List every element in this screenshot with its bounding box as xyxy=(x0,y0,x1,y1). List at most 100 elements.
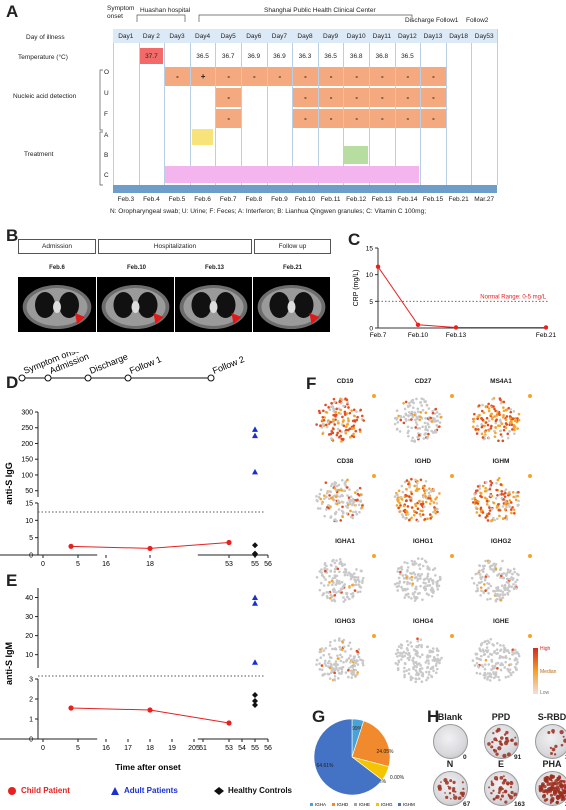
legend-child: Child Patient xyxy=(21,786,70,795)
panel-label-a: A xyxy=(6,2,19,21)
day-cell: Day 2 xyxy=(142,32,160,40)
date-cell: Feb.12 xyxy=(346,195,367,203)
test-result-cell: + xyxy=(190,67,216,86)
y-tick-label: 40 xyxy=(25,595,33,602)
pie-slice xyxy=(351,720,391,767)
legend-adult: Adult Patients xyxy=(124,786,178,795)
legend-label: IGHD xyxy=(337,802,349,807)
scale-high: High xyxy=(540,646,551,652)
follow1-label: Follow1 xyxy=(436,17,459,24)
lesion-arrow xyxy=(153,313,164,324)
y-tick-label: 2 xyxy=(29,697,33,704)
day-header-bg xyxy=(113,29,497,43)
day-cell: Day53 xyxy=(474,32,494,40)
grid-line xyxy=(394,29,396,185)
elispot-well xyxy=(433,771,468,806)
lesion-arrow xyxy=(309,313,320,324)
x-tick-label: 54 xyxy=(238,745,246,752)
timeline-label: Discharge xyxy=(88,352,129,376)
crp-point xyxy=(453,325,459,330)
control-point xyxy=(252,698,258,704)
y-tick-label: 20 xyxy=(25,633,33,640)
ct-scan-image xyxy=(175,277,252,332)
y-tick-label: 10 xyxy=(25,518,33,525)
well-label: Blank xyxy=(437,712,463,722)
y-axis-title: anti-S IgM xyxy=(4,642,14,685)
umap-plot xyxy=(471,634,532,682)
pie-data-label: 24.05% xyxy=(377,749,395,755)
y-tick-label: 100 xyxy=(21,472,33,479)
timeline-marker xyxy=(124,374,132,382)
row-a-label: A xyxy=(104,132,109,139)
day-cell: Day10 xyxy=(346,32,366,40)
row-f-label: F xyxy=(104,111,108,118)
adult-point xyxy=(252,594,258,601)
temp-cell: 36.8 xyxy=(375,52,389,60)
y-tick-label: 10 xyxy=(25,652,33,659)
control-point xyxy=(252,551,258,558)
legend-swatch xyxy=(354,803,357,806)
timeline-table: Day1 Day 2 Day3 Day4 Day5 Day6 Day7 Day8 Day9 Day… xyxy=(0,0,566,210)
temperature-label: Temperature (°C) xyxy=(18,54,68,61)
test-result-cell: - xyxy=(318,109,344,128)
control-point xyxy=(252,692,258,698)
grid-line xyxy=(420,29,422,185)
panel-label-e: E xyxy=(6,571,18,590)
ct-scan-image xyxy=(253,277,330,332)
test-result-cell: - xyxy=(267,67,293,86)
row-o-label: O xyxy=(104,69,110,76)
x-tick-label: 0 xyxy=(41,561,45,566)
grid-line xyxy=(113,29,114,185)
child-point xyxy=(226,720,232,726)
grid-line xyxy=(445,29,447,185)
test-result-cell: - xyxy=(216,109,241,128)
isotype-pie-chart: 4.99%24.05%0.00%6.35%64.61%IGHAIGHDIGHEI… xyxy=(310,718,415,807)
crp-point xyxy=(543,325,549,330)
pie-data-label: 0.00% xyxy=(390,775,405,781)
temp-cell: 36.8 xyxy=(349,52,363,60)
x-tick-label: 0 xyxy=(41,745,45,752)
panel-label-h: H xyxy=(427,707,440,726)
scale-median: Median xyxy=(540,669,557,675)
x-tick-label: 19 xyxy=(168,745,176,752)
scan-date-2: Feb.10 xyxy=(126,265,146,271)
timeline-marker xyxy=(207,374,215,382)
x-tick-label: 5 xyxy=(76,745,80,752)
x-tick-label: 205 xyxy=(188,745,200,752)
adult-point xyxy=(252,426,258,432)
x-tick-label: 51 xyxy=(199,745,207,752)
row-u-label: U xyxy=(104,90,109,97)
y-tick-label: 200 xyxy=(21,441,33,448)
grid-line xyxy=(343,29,345,185)
umap-gene-label: IGHE xyxy=(493,618,509,625)
date-cell: Feb.21 xyxy=(448,195,469,203)
grid-line xyxy=(497,29,498,185)
timeline-bar xyxy=(113,185,497,193)
date-cell: Feb.6 xyxy=(194,195,211,203)
test-result-cell: - xyxy=(165,67,190,86)
umap-plot xyxy=(315,394,376,443)
test-result-cell: - xyxy=(293,67,318,86)
test-result-cell: - xyxy=(395,88,421,107)
umap-plot xyxy=(315,634,376,682)
day-cell: Day3 xyxy=(169,32,185,40)
table-brackets xyxy=(99,69,103,186)
timeline-label: Follow 1 xyxy=(128,354,163,376)
followup-box: Follow up xyxy=(254,239,331,254)
umap-gene-label: IGHG2 xyxy=(490,538,512,545)
crp-point xyxy=(375,264,381,269)
test-result-cell: - xyxy=(216,67,241,86)
umap-plot xyxy=(393,554,454,602)
x-tick-label: 53 xyxy=(225,561,233,566)
date-cell: Feb.15 xyxy=(422,195,444,203)
umap-plot xyxy=(394,634,454,684)
y-tick-label: 15 xyxy=(25,501,33,508)
child-point xyxy=(147,545,153,552)
grid-line xyxy=(471,29,473,185)
test-result-cell: - xyxy=(293,109,318,128)
y-tick-label: 0 xyxy=(29,737,33,744)
day-cell: Day18 xyxy=(449,32,468,40)
symptom-onset-label: Symptom onset xyxy=(107,5,135,20)
grid-line xyxy=(266,29,268,185)
